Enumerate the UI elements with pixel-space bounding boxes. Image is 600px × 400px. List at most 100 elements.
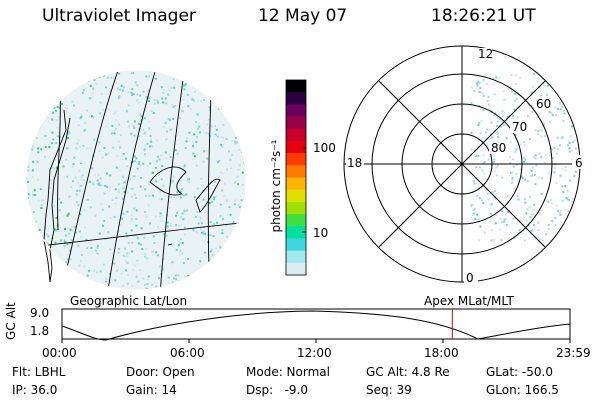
speckle	[160, 86, 163, 89]
speckle	[479, 225, 482, 228]
speckle	[537, 221, 540, 224]
speckle	[544, 135, 547, 138]
speckle	[144, 255, 147, 258]
speckle	[36, 137, 39, 139]
speckle	[90, 97, 93, 100]
speckle	[134, 264, 137, 267]
speckle	[165, 121, 168, 124]
speckle	[170, 181, 173, 184]
speckle	[223, 182, 226, 185]
speckle	[492, 114, 495, 117]
speckle	[517, 198, 520, 201]
speckle	[212, 235, 215, 238]
speckle	[117, 251, 120, 254]
speckle	[181, 242, 184, 244]
speckle	[470, 101, 473, 104]
speckle	[140, 227, 143, 230]
speckle	[552, 157, 555, 160]
speckle	[136, 84, 139, 87]
speckle	[113, 132, 116, 135]
mlt-label-6: 6	[575, 156, 583, 170]
speckle	[495, 174, 498, 177]
speckle	[540, 128, 542, 131]
info-gc-alt: GC Alt: 4.8 Re	[366, 365, 450, 379]
speckle	[55, 119, 58, 122]
speckle	[35, 220, 38, 223]
speckle	[63, 245, 66, 248]
speckle	[36, 160, 39, 163]
speckle	[109, 248, 112, 251]
speckle	[163, 233, 166, 236]
speckle	[125, 260, 127, 263]
speckle	[130, 195, 133, 198]
speckle	[181, 188, 183, 190]
speckle	[485, 82, 488, 85]
speckle	[144, 211, 147, 213]
speckle	[180, 179, 183, 182]
speckle	[130, 92, 133, 94]
speckle	[187, 257, 190, 260]
speckle	[482, 109, 485, 112]
speckle	[91, 167, 94, 170]
speckle	[512, 165, 515, 168]
speckle	[511, 182, 514, 185]
speckle	[121, 217, 124, 220]
speckle	[566, 209, 569, 212]
speckle	[192, 144, 194, 147]
speckle	[169, 224, 172, 227]
speckle	[473, 90, 476, 92]
speckle	[179, 238, 182, 241]
speckle	[215, 247, 218, 250]
speckle	[136, 99, 139, 102]
speckle	[138, 161, 141, 163]
speckle	[56, 135, 59, 138]
timeline-left-caption: Geographic Lat/Lon	[70, 294, 188, 308]
speckle	[137, 280, 140, 283]
speckle	[101, 208, 104, 211]
speckle	[192, 229, 195, 232]
speckle	[502, 123, 505, 126]
speckle	[168, 283, 171, 286]
speckle	[116, 155, 119, 158]
speckle	[67, 258, 70, 261]
speckle	[64, 234, 67, 237]
speckle	[523, 239, 526, 242]
speckle	[115, 119, 118, 122]
speckle	[164, 151, 167, 154]
speckle	[201, 222, 204, 225]
speckle	[129, 187, 132, 190]
speckle	[496, 117, 499, 119]
speckle	[131, 218, 133, 221]
speckle	[148, 127, 151, 130]
speckle	[132, 92, 135, 95]
speckle	[71, 225, 74, 228]
speckle	[199, 100, 202, 103]
speckle	[502, 90, 505, 93]
speckle	[134, 197, 137, 200]
speckle	[485, 131, 487, 134]
colorbar-band	[286, 250, 306, 264]
speckle	[568, 150, 571, 153]
speckle	[86, 274, 89, 277]
speckle	[225, 168, 228, 171]
speckle	[564, 166, 567, 168]
speckle	[98, 184, 101, 187]
speckle	[483, 231, 486, 234]
speckle	[496, 120, 499, 123]
timeline-xlabel-0600: 06:00	[170, 346, 205, 360]
speckle	[142, 90, 145, 93]
speckle	[55, 229, 58, 232]
speckle	[175, 214, 178, 217]
speckle	[554, 166, 557, 169]
speckle	[183, 226, 186, 229]
speckle	[52, 111, 55, 114]
speckle	[182, 261, 185, 264]
speckle	[51, 249, 54, 252]
speckle	[202, 232, 205, 235]
speckle	[490, 153, 493, 156]
speckle	[151, 250, 154, 253]
speckle	[540, 177, 543, 180]
speckle	[137, 102, 140, 105]
speckle	[568, 120, 571, 123]
speckle	[531, 166, 534, 169]
